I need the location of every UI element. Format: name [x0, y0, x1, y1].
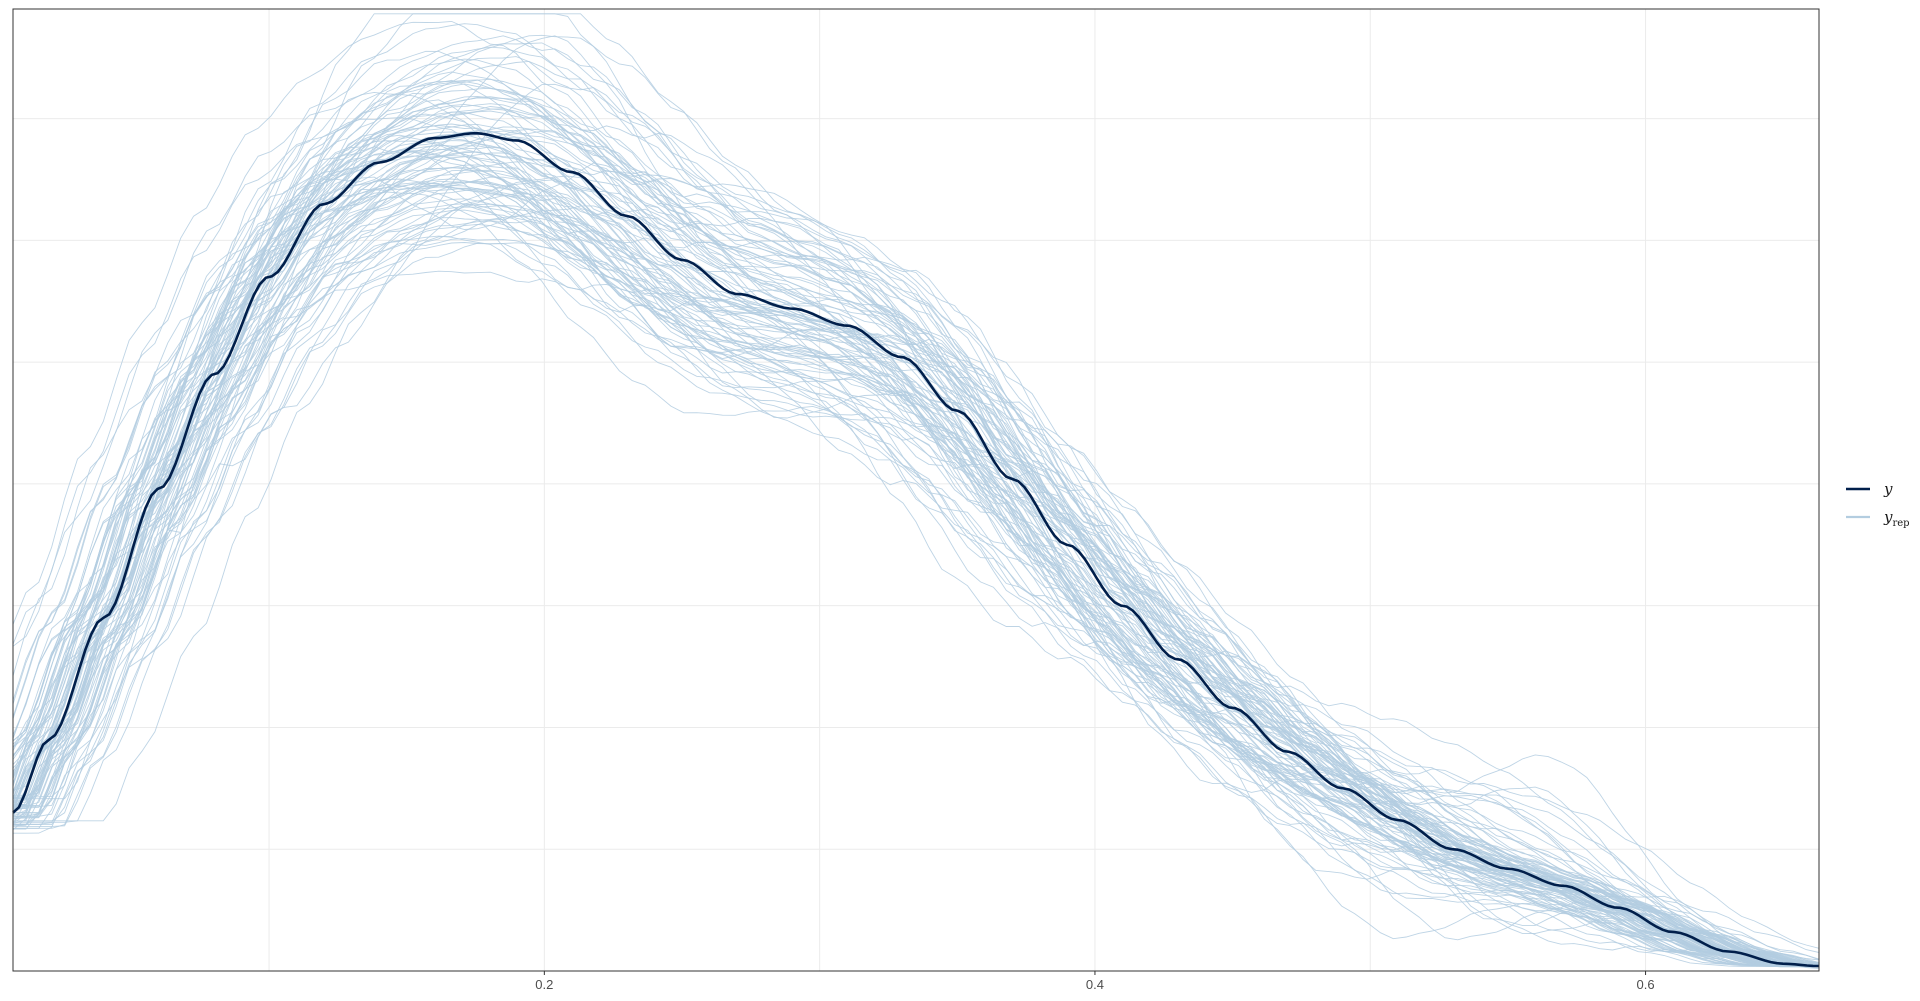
legend: y yrep [1846, 480, 1910, 529]
yrep-line [12, 184, 1819, 967]
yrep-line [12, 60, 1820, 967]
yrep-line [12, 235, 1819, 968]
yrep-line [13, 175, 1820, 953]
yrep-line [12, 35, 1819, 967]
yrep-line [12, 13, 1820, 970]
yrep-line [12, 50, 1820, 964]
legend-label-y: y [1883, 480, 1893, 498]
x-tick-label: 0.2 [535, 977, 553, 992]
yrep-line [12, 223, 1820, 968]
y-series-group [12, 131, 1820, 968]
yrep-line [12, 130, 1820, 967]
yrep-line [13, 136, 1820, 965]
legend-label-yrep: yrep [1883, 508, 1910, 529]
yrep-line [13, 99, 1820, 967]
yrep-line [12, 150, 1819, 967]
yrep-line [13, 103, 1820, 949]
yrep-line [12, 144, 1820, 967]
yrep-line [12, 151, 1820, 968]
yrep-line [12, 146, 1819, 967]
yrep-line [12, 188, 1820, 968]
yrep-line [13, 176, 1820, 966]
yrep-line [12, 23, 1820, 965]
panel-border [12, 8, 1820, 972]
yrep-line [13, 205, 1820, 960]
yrep-line [13, 130, 1820, 965]
yrep-line [12, 185, 1820, 967]
yrep-line [13, 238, 1820, 966]
yrep-line [13, 78, 1820, 966]
y-observed-line [12, 131, 1820, 968]
yrep-line [12, 242, 1820, 964]
yrep-line [12, 20, 1820, 966]
yrep-series-group [12, 13, 1820, 970]
yrep-line [12, 131, 1819, 967]
yrep-line [12, 113, 1820, 967]
x-tick-label: 0.6 [1637, 977, 1655, 992]
yrep-line [13, 34, 1820, 961]
x-axis: 0.2 0.4 0.6 [535, 971, 1655, 992]
x-tick-label: 0.4 [1086, 977, 1104, 992]
yrep-line [13, 126, 1820, 965]
yrep-line [12, 83, 1820, 964]
yrep-line [12, 91, 1819, 967]
yrep-line [12, 162, 1820, 966]
yrep-line [12, 178, 1819, 967]
yrep-line [13, 108, 1820, 965]
yrep-line [13, 42, 1820, 965]
yrep-line [12, 140, 1819, 967]
